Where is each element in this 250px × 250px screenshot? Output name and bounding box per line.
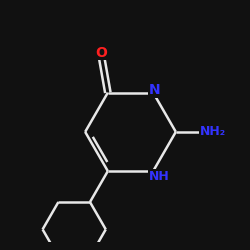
Text: NH: NH (149, 170, 170, 182)
Text: O: O (96, 46, 108, 60)
Text: N: N (149, 83, 160, 97)
Text: NH₂: NH₂ (200, 125, 226, 138)
